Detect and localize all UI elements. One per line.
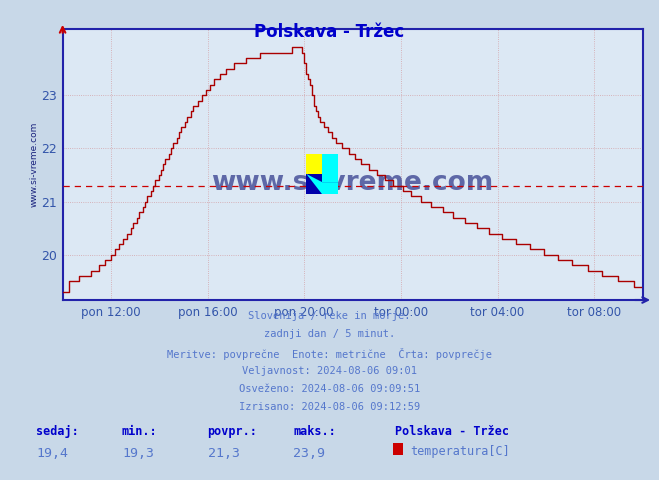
Text: povpr.:: povpr.: xyxy=(208,425,258,438)
Text: Osveženo: 2024-08-06 09:09:51: Osveženo: 2024-08-06 09:09:51 xyxy=(239,384,420,394)
Text: zadnji dan / 5 minut.: zadnji dan / 5 minut. xyxy=(264,329,395,339)
Text: maks.:: maks.: xyxy=(293,425,336,438)
Polygon shape xyxy=(306,174,338,194)
Text: min.:: min.: xyxy=(122,425,158,438)
Text: 19,3: 19,3 xyxy=(122,447,154,460)
Text: Meritve: povprečne  Enote: metrične  Črta: povprečje: Meritve: povprečne Enote: metrične Črta:… xyxy=(167,348,492,360)
Text: Veljavnost: 2024-08-06 09:01: Veljavnost: 2024-08-06 09:01 xyxy=(242,366,417,376)
Text: Polskava - Tržec: Polskava - Tržec xyxy=(395,425,509,438)
Text: Polskava - Tržec: Polskava - Tržec xyxy=(254,23,405,41)
Text: Slovenija / reke in morje.: Slovenija / reke in morje. xyxy=(248,311,411,321)
Text: temperatura[C]: temperatura[C] xyxy=(410,445,509,458)
Text: 19,4: 19,4 xyxy=(36,447,69,460)
Text: sedaj:: sedaj: xyxy=(36,425,79,438)
Text: www.si-vreme.com: www.si-vreme.com xyxy=(212,170,494,196)
Text: Izrisano: 2024-08-06 09:12:59: Izrisano: 2024-08-06 09:12:59 xyxy=(239,402,420,412)
Text: 21,3: 21,3 xyxy=(208,447,240,460)
Y-axis label: www.si-vreme.com: www.si-vreme.com xyxy=(30,122,38,207)
Polygon shape xyxy=(306,174,338,194)
Bar xyxy=(306,154,322,174)
Bar xyxy=(322,154,338,182)
Text: 23,9: 23,9 xyxy=(293,447,326,460)
